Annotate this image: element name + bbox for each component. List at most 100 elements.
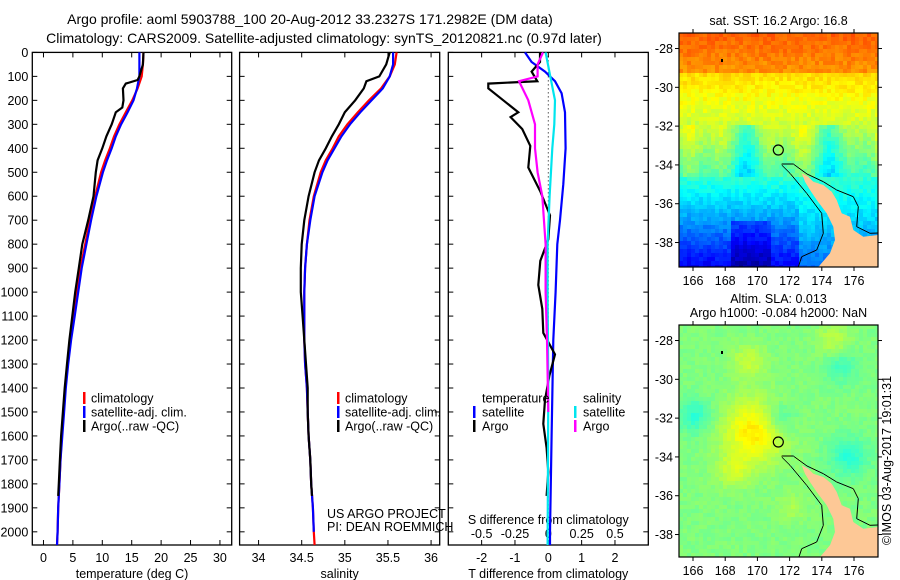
y-tick-label: 800 — [7, 238, 28, 252]
x-tick-label: 10 — [95, 551, 109, 565]
x-tick-label: 30 — [213, 551, 227, 565]
argo-float-marker — [772, 144, 784, 156]
legend-swatch — [83, 392, 86, 404]
map-y-tick-label: -30 — [655, 373, 673, 387]
y-tick-label: 1400 — [0, 381, 28, 395]
map-x-tick-label: 168 — [715, 564, 736, 578]
legend-label: satellite-adj. clim. — [91, 406, 187, 420]
plot-frame — [31, 51, 233, 546]
x-tick-label: 36 — [424, 551, 438, 565]
y-tick-label: 1900 — [0, 501, 28, 515]
y-tick-label: 300 — [7, 118, 28, 132]
map-y-tick-label: -38 — [655, 528, 673, 542]
map-x-tick-label: 174 — [811, 564, 832, 578]
x2-tick-label: -0.5 — [471, 527, 493, 541]
plot-frame — [238, 51, 441, 546]
legend-swatch — [473, 406, 476, 418]
y-tick-label: 1300 — [0, 358, 28, 372]
map-x-tick-label: 172 — [779, 564, 800, 578]
legend-label: Argo — [482, 420, 508, 434]
x-axis-label: salinity — [321, 567, 360, 580]
map-title: sat. SST: 16.2 Argo: 16.8 — [709, 14, 847, 28]
y-tick-label: 1100 — [1, 310, 28, 324]
map-y-tick-label: -34 — [655, 158, 673, 172]
plot-title-line2: Climatology: CARS2009. Satellite-adjuste… — [46, 30, 602, 46]
x-tick-label: 35 — [338, 551, 352, 565]
legend-label: climatology — [345, 392, 408, 406]
map-x-tick-label: 172 — [779, 274, 800, 288]
legend-label: satellite — [583, 406, 625, 420]
legend-label: Argo(..raw -QC) — [345, 420, 433, 434]
map-y-tick-label: -28 — [655, 42, 673, 56]
y-tick-label: 2000 — [0, 525, 28, 539]
map-x-tick-label: 170 — [747, 564, 768, 578]
y-tick-label: 1700 — [0, 453, 28, 467]
x-tick-label: 34 — [252, 551, 266, 565]
x-tick-label: 0 — [545, 551, 552, 565]
sst-map — [679, 33, 878, 267]
legend-swatch — [473, 420, 476, 432]
project-annotation: US ARGO PROJECT — [327, 507, 446, 521]
series-line-argo-raw-qc- — [299, 52, 391, 496]
y-tick-label: 1200 — [0, 334, 28, 348]
sla-map — [679, 325, 878, 557]
argo-float-marker — [772, 436, 784, 448]
y-tick-label: 900 — [7, 262, 28, 276]
x-tick-label: 2 — [611, 551, 618, 565]
x-tick-label: 35.5 — [376, 551, 400, 565]
map-title: Altim. SLA: 0.013 — [730, 292, 827, 306]
y-tick-label: 500 — [7, 166, 28, 180]
map-x-tick-label: 174 — [811, 274, 832, 288]
x-tick-label: 20 — [154, 551, 168, 565]
x2-tick-label: -0.25 — [501, 527, 530, 541]
x-axis-label: T difference from climatology — [468, 567, 629, 580]
series-line-satellite-adj-clim- — [303, 52, 395, 532]
series-line-climatology — [55, 52, 145, 546]
x-tick-label: 25 — [184, 551, 198, 565]
x-tick-label: 15 — [125, 551, 139, 565]
legend-label: climatology — [91, 392, 154, 406]
series-line-temperature-argo — [487, 52, 557, 496]
y-tick-label: 1500 — [0, 405, 28, 419]
x-axis-label: temperature (deg C) — [76, 567, 189, 580]
y-tick-label: 1000 — [0, 286, 28, 300]
x-tick-label: 0 — [40, 551, 47, 565]
x-tick-label: -2 — [476, 551, 487, 565]
legend-swatch — [337, 392, 340, 404]
legend-label: satellite-adj. clim. — [345, 406, 441, 420]
map-y-tick-label: -32 — [655, 412, 673, 426]
map-y-tick-label: -32 — [655, 120, 673, 134]
series-line-argo-raw-qc- — [57, 52, 145, 496]
y-tick-label: 100 — [7, 70, 28, 84]
map-y-tick-label: -34 — [655, 450, 673, 464]
pi-annotation: PI: DEAN ROEMMICH — [327, 520, 453, 534]
legend-swatch — [574, 420, 577, 432]
y-tick-label: 0 — [21, 46, 28, 60]
legend-swatch — [337, 406, 340, 418]
x-tick-label: 1 — [578, 551, 585, 565]
y-tick-label: 400 — [7, 142, 28, 156]
map-x-tick-label: 166 — [683, 564, 704, 578]
map-y-tick-label: -36 — [655, 197, 673, 211]
map-y-tick-label: -38 — [655, 236, 673, 250]
series-line-climatology — [303, 52, 398, 546]
plot-title-line1: Argo profile: aoml 5903788_100 20-Aug-20… — [67, 11, 553, 27]
map-y-tick-label: -28 — [655, 334, 673, 348]
map-x-tick-label: 176 — [844, 564, 865, 578]
y-tick-label: 700 — [7, 214, 28, 228]
x-tick-label: 34.5 — [290, 551, 314, 565]
legend-label: Argo(..raw -QC) — [91, 420, 179, 434]
map-x-tick-label: 170 — [747, 274, 768, 288]
legend-label: Argo — [583, 420, 609, 434]
y-tick-label: 200 — [7, 94, 28, 108]
series-line-salinity-argo — [517, 51, 550, 413]
legend-swatch — [83, 406, 86, 418]
legend-swatch — [337, 420, 340, 432]
map-frame — [678, 32, 879, 268]
y-tick-label: 1800 — [0, 477, 28, 491]
map-frame — [678, 324, 879, 558]
legend-group-title: temperature — [482, 392, 549, 406]
legend-group-title: salinity — [583, 392, 622, 406]
legend-swatch — [83, 420, 86, 432]
